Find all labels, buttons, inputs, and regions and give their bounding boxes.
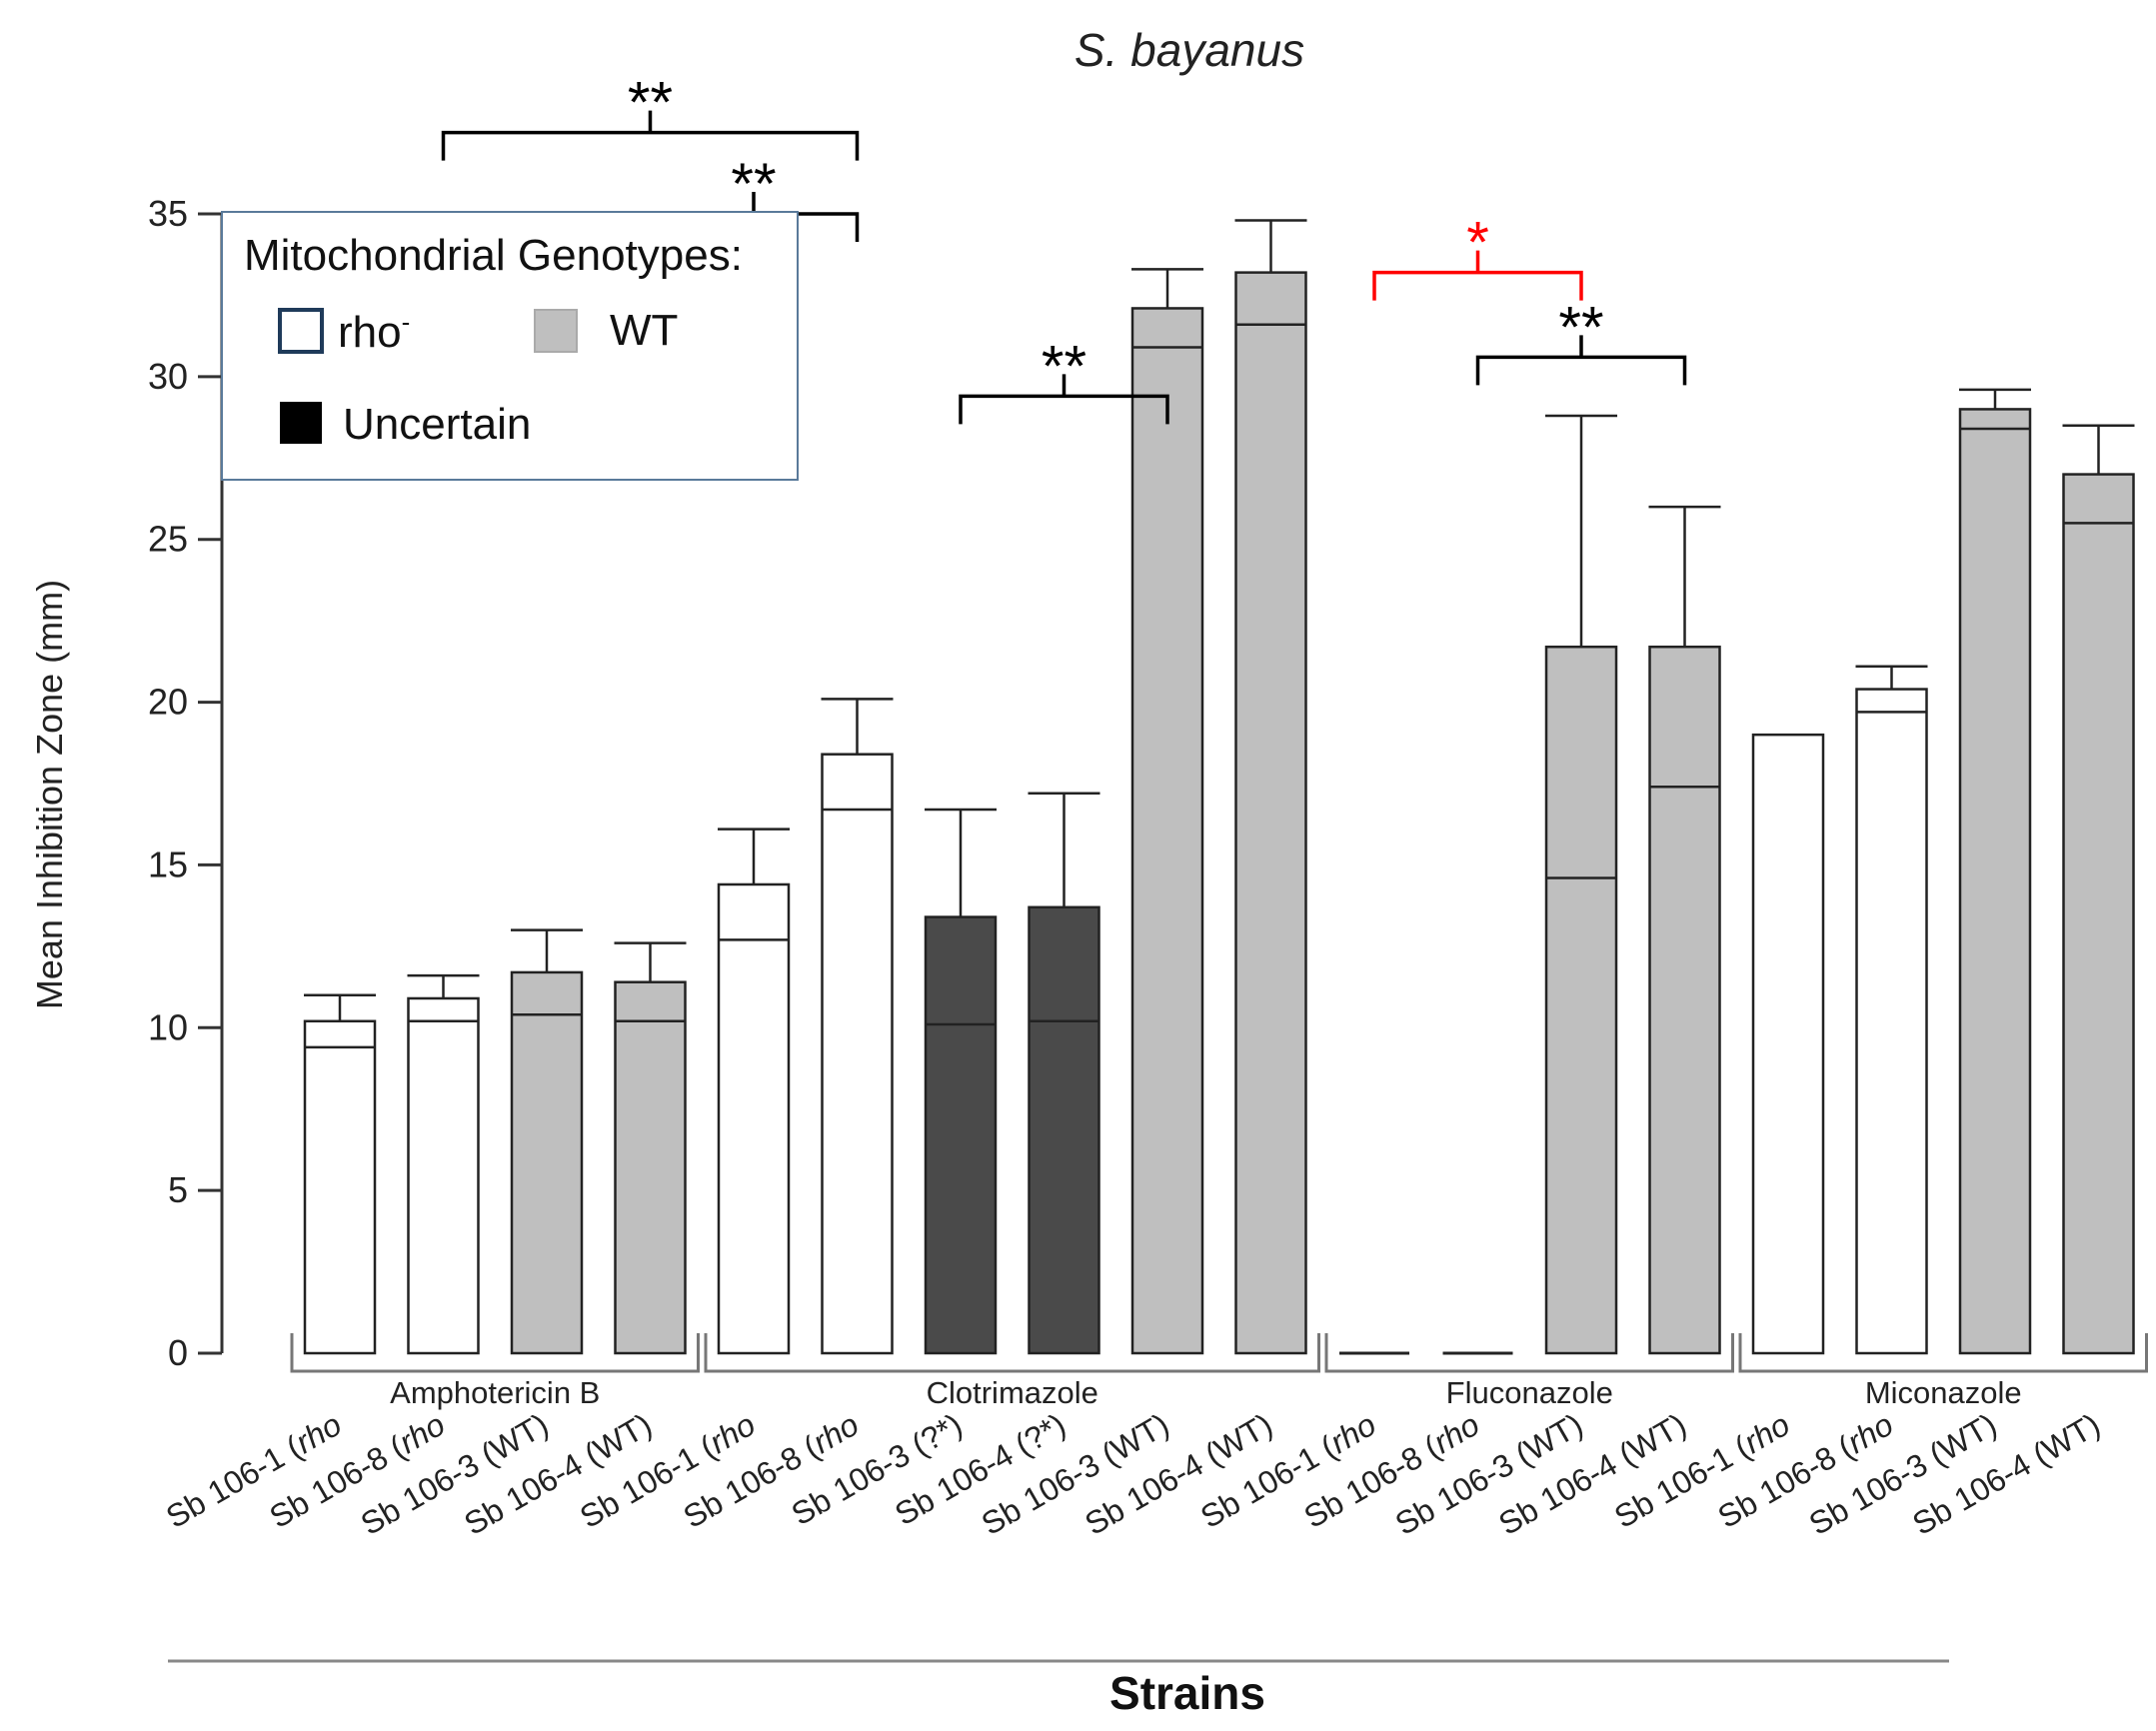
y-axis: 0 5 10 15 20 25 30 35 — [148, 193, 224, 1373]
y-tick-label: 0 — [168, 1332, 188, 1373]
significance-bracket — [1372, 250, 1583, 301]
bar — [1958, 408, 2032, 1355]
significance-label: ** — [731, 152, 776, 217]
legend-swatch-wt — [534, 309, 578, 353]
significance-bracket — [959, 374, 1169, 425]
significance-label: ** — [1042, 334, 1086, 399]
bar — [1028, 905, 1100, 1355]
group-label: Fluconazole — [1446, 1375, 1613, 1410]
bar — [1751, 733, 1825, 1355]
significance-bracket — [1475, 335, 1687, 386]
legend-swatch-rho — [278, 308, 324, 354]
group-bracket — [704, 1333, 1320, 1373]
bar — [924, 915, 998, 1355]
y-tick-label: 5 — [168, 1169, 188, 1210]
bar — [407, 996, 480, 1355]
bar — [1130, 307, 1204, 1355]
y-axis-title: Mean Inhibition Zone (mm) — [29, 580, 70, 1009]
legend: Mitochondrial Genotypes: rho- WT Uncerta… — [221, 211, 799, 481]
bar — [614, 980, 687, 1355]
y-tick-label: 35 — [148, 193, 188, 234]
group-label: Clotrimazole — [927, 1375, 1098, 1410]
significance-label: * — [1466, 211, 1489, 276]
bar — [510, 970, 584, 1355]
significance-label: ** — [628, 71, 673, 136]
legend-label-wt: WT — [610, 306, 678, 355]
significance-label: ** — [1558, 295, 1603, 360]
chart-title: S. bayanus — [1075, 24, 1304, 76]
significance-bracket — [441, 110, 860, 161]
bar — [303, 1019, 377, 1355]
bar — [821, 753, 894, 1355]
group-label: Amphotericin B — [390, 1375, 600, 1410]
significance-brackets: ********* — [441, 71, 1687, 425]
y-tick-label: 30 — [148, 356, 188, 397]
legend-label-rho: rho- — [338, 307, 410, 357]
bar — [2062, 473, 2135, 1355]
legend-swatch-uncertain — [280, 402, 322, 444]
legend-label-uncertain: Uncertain — [343, 400, 531, 449]
x-axis-title: Strains — [1109, 1667, 1265, 1719]
bar — [1855, 688, 1928, 1355]
bar — [1544, 645, 1618, 1355]
group-bracket — [290, 1333, 700, 1373]
y-tick-label: 25 — [148, 519, 188, 560]
bar — [1648, 645, 1721, 1355]
y-tick-label: 10 — [148, 1006, 188, 1047]
y-tick-label: 15 — [148, 844, 188, 884]
group-label: Miconazole — [1865, 1375, 2022, 1410]
y-tick-label: 20 — [148, 682, 188, 723]
group-bracket — [1324, 1333, 1734, 1373]
group-bracket — [1738, 1333, 2148, 1373]
drug-groups: Amphotericin B Clotrimazole Fluconazole Mic… — [290, 1333, 2148, 1410]
legend-title: Mitochondrial Genotypes: — [244, 231, 743, 280]
bar — [717, 882, 791, 1355]
bar — [1234, 271, 1307, 1355]
